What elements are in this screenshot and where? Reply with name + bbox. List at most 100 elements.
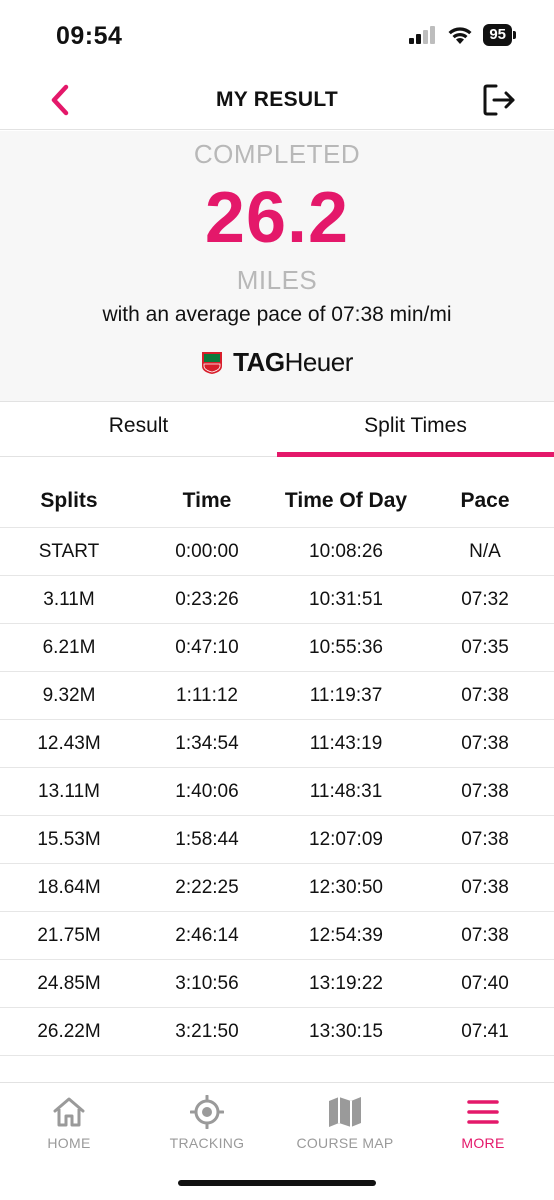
tab-result[interactable]: Result bbox=[108, 414, 169, 437]
table-row: 15.53M 1:58:44 12:07:09 07:38 bbox=[0, 816, 554, 864]
split-pace: N/A bbox=[469, 540, 501, 562]
column-header-pace: Pace bbox=[460, 488, 510, 512]
table-row: START 0:00:00 10:08:26 N/A bbox=[0, 528, 554, 576]
split-time-of-day: 10:55:36 bbox=[309, 636, 383, 658]
split-time-of-day: 12:07:09 bbox=[309, 828, 383, 850]
map-icon bbox=[329, 1097, 361, 1127]
split-time-of-day: 13:30:15 bbox=[309, 1020, 383, 1042]
tab-bar-course-map-label: COURSE MAP bbox=[296, 1135, 394, 1151]
split-time: 2:22:25 bbox=[175, 876, 239, 898]
split-time: 2:46:14 bbox=[175, 924, 239, 946]
split-label: 13.11M bbox=[38, 780, 100, 802]
sponsor-name: TAGHeuer bbox=[233, 347, 353, 377]
battery-icon: 95 bbox=[483, 24, 516, 46]
distance-value: 26.2 bbox=[204, 178, 350, 258]
tag-heuer-shield-icon bbox=[202, 351, 223, 374]
split-time-of-day: 11:19:37 bbox=[309, 684, 383, 706]
split-time: 3:21:50 bbox=[175, 1020, 239, 1042]
logout-button[interactable] bbox=[480, 80, 520, 120]
result-summary: COMPLETED 26.2 MILES with an average pac… bbox=[0, 131, 554, 401]
split-pace: 07:35 bbox=[461, 636, 509, 658]
split-label: 15.53M bbox=[37, 828, 101, 850]
status-icons: 95 bbox=[409, 24, 516, 46]
split-time-of-day: 11:48:31 bbox=[309, 780, 383, 802]
split-pace: 07:38 bbox=[461, 732, 509, 754]
tab-bar-tracking-label: TRACKING bbox=[169, 1135, 245, 1151]
split-time: 0:00:00 bbox=[175, 540, 239, 562]
split-label: START bbox=[38, 540, 100, 562]
split-time: 1:11:12 bbox=[176, 684, 238, 706]
tab-bar-tracking[interactable]: TRACKING bbox=[138, 1093, 276, 1151]
crosshair-icon bbox=[190, 1095, 224, 1129]
battery-level: 95 bbox=[483, 24, 512, 46]
split-time-of-day: 11:43:19 bbox=[309, 732, 383, 754]
table-row: 13.11M 1:40:06 11:48:31 07:38 bbox=[0, 768, 554, 816]
split-time: 0:23:26 bbox=[175, 588, 239, 610]
split-time: 1:58:44 bbox=[175, 828, 239, 850]
split-label: 18.64M bbox=[37, 876, 101, 898]
split-time: 1:40:06 bbox=[175, 780, 239, 802]
home-icon bbox=[53, 1097, 85, 1127]
tab-bar-more[interactable]: MORE bbox=[414, 1093, 552, 1151]
column-header-time-of-day: Time Of Day bbox=[284, 488, 408, 512]
distance-unit: MILES bbox=[236, 265, 318, 295]
table-row: 3.11M 0:23:26 10:31:51 07:32 bbox=[0, 576, 554, 624]
logout-icon bbox=[483, 84, 515, 116]
table-row: 6.21M 0:47:10 10:55:36 07:35 bbox=[0, 624, 554, 672]
status-bar: 09:54 95 bbox=[0, 0, 554, 72]
sponsor-logo: TAGHeuer bbox=[0, 347, 554, 378]
split-time: 1:34:54 bbox=[175, 732, 239, 754]
split-time-of-day: 13:19:22 bbox=[309, 972, 383, 994]
table-row: 9.32M 1:11:12 11:19:37 07:38 bbox=[0, 672, 554, 720]
split-label: 21.75M bbox=[37, 924, 101, 946]
split-time: 0:47:10 bbox=[175, 636, 239, 658]
column-header-time: Time bbox=[182, 488, 232, 512]
signal-icon bbox=[409, 26, 436, 44]
split-pace: 07:38 bbox=[461, 684, 509, 706]
bottom-tab-bar: HOME TRACKING COURSE MAP MORE bbox=[0, 1082, 554, 1200]
split-time-of-day: 12:30:50 bbox=[309, 876, 383, 898]
column-header-splits: Splits bbox=[40, 488, 98, 512]
split-pace: 07:32 bbox=[461, 588, 509, 610]
split-pace: 07:41 bbox=[461, 1020, 509, 1042]
split-label: 24.85M bbox=[37, 972, 101, 994]
tab-bar-home[interactable]: HOME bbox=[0, 1093, 138, 1151]
split-pace: 07:38 bbox=[461, 924, 509, 946]
page-title: MY RESULT bbox=[215, 88, 339, 111]
split-label: 26.22M bbox=[37, 1020, 101, 1042]
split-label: 3.11M bbox=[43, 588, 95, 610]
split-pace: 07:40 bbox=[461, 972, 509, 994]
splits-table: Splits Time Time Of Day Pace START 0:00:0… bbox=[0, 474, 554, 1056]
table-row: 21.75M 2:46:14 12:54:39 07:38 bbox=[0, 912, 554, 960]
split-pace: 07:38 bbox=[461, 780, 509, 802]
tab-bar-course-map[interactable]: COURSE MAP bbox=[276, 1093, 414, 1151]
result-tabs: Result Split Times bbox=[0, 401, 554, 457]
status-time: 09:54 bbox=[56, 22, 123, 50]
nav-bar: MY RESULT bbox=[0, 72, 554, 130]
table-header: Splits Time Time Of Day Pace bbox=[0, 474, 554, 528]
tab-bar-more-label: MORE bbox=[461, 1135, 505, 1151]
table-row: 26.22M 3:21:50 13:30:15 07:41 bbox=[0, 1008, 554, 1056]
menu-icon bbox=[467, 1100, 499, 1124]
split-label: 6.21M bbox=[42, 636, 96, 658]
wifi-icon bbox=[448, 26, 472, 44]
split-time: 3:10:56 bbox=[175, 972, 239, 994]
tab-bar-home-label: HOME bbox=[47, 1135, 91, 1151]
chevron-left-icon bbox=[51, 84, 69, 116]
table-row: 24.85M 3:10:56 13:19:22 07:40 bbox=[0, 960, 554, 1008]
table-row: 12.43M 1:34:54 11:43:19 07:38 bbox=[0, 720, 554, 768]
home-indicator bbox=[178, 1180, 376, 1186]
split-time-of-day: 12:54:39 bbox=[309, 924, 383, 946]
table-body: START 0:00:00 10:08:26 N/A 3.11M 0:23:26 10:31… bbox=[0, 528, 554, 1056]
split-pace: 07:38 bbox=[461, 876, 509, 898]
split-time-of-day: 10:31:51 bbox=[309, 588, 383, 610]
split-time-of-day: 10:08:26 bbox=[309, 540, 383, 562]
split-pace: 07:38 bbox=[461, 828, 509, 850]
tab-split-times[interactable]: Split Times bbox=[277, 402, 554, 457]
table-row: 18.64M 2:22:25 12:30:50 07:38 bbox=[0, 864, 554, 912]
split-label: 12.43M bbox=[37, 732, 101, 754]
completed-label: COMPLETED bbox=[193, 139, 361, 169]
average-pace-text: with an average pace of 07:38 min/mi bbox=[102, 303, 452, 326]
split-label: 9.32M bbox=[42, 684, 96, 706]
back-button[interactable] bbox=[40, 80, 80, 120]
